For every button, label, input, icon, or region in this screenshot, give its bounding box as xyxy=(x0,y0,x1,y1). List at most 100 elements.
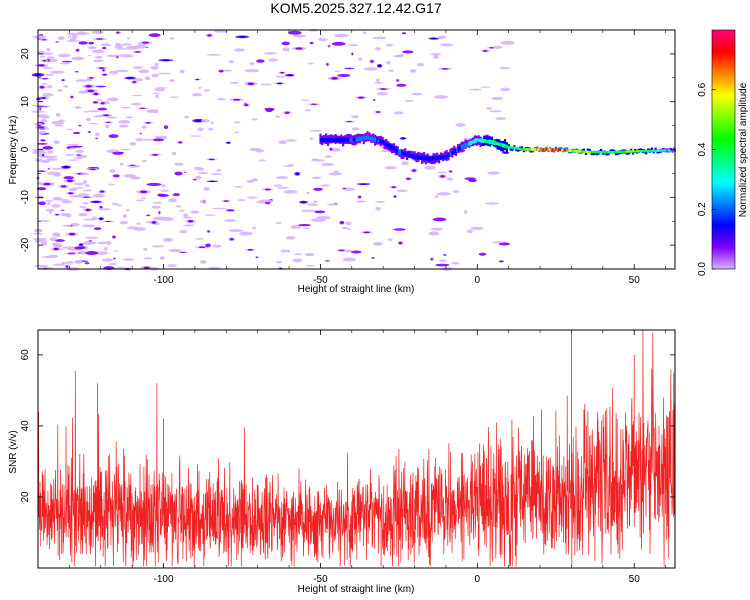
spectrogram-noise-cell xyxy=(372,241,383,246)
spectrogram-ridge-core xyxy=(542,148,545,151)
spectrogram-noise-cell xyxy=(87,110,101,113)
spectrogram-ridge-core xyxy=(611,150,614,154)
spectrogram-noise-cell xyxy=(38,131,47,134)
spectrogram-noise-cell xyxy=(126,209,130,212)
spectrogram-noise-cell xyxy=(283,165,294,167)
spectrogram-ridge-core xyxy=(493,140,496,146)
spectrogram-noise-cell xyxy=(93,227,102,231)
spectrogram-noise-cell xyxy=(73,157,83,159)
snr-x-tick-label: -100 xyxy=(154,574,174,585)
spectrogram-noise-cell xyxy=(297,224,312,227)
spectrogram-noise-cell xyxy=(151,73,160,78)
spectrogram-noise-cell xyxy=(387,238,393,242)
spectrogram-ridge-core xyxy=(499,142,502,147)
spectrogram-noise-core xyxy=(100,102,105,105)
spectrogram-noise-cell xyxy=(312,176,322,180)
spectrogram-noise-cell xyxy=(138,69,150,74)
spectrogram-noise-cell xyxy=(102,46,107,50)
spectrogram-noise-cell xyxy=(344,221,352,226)
spectrogram-noise-cell xyxy=(275,221,282,224)
spectrogram-noise-cell xyxy=(97,241,108,245)
spectrogram-noise-cell xyxy=(151,245,165,248)
spectrogram-noise-cell xyxy=(131,102,142,106)
spectrogram-ridge-core xyxy=(434,156,436,161)
spectrogram-ridge-core xyxy=(644,149,647,153)
spectrogram-ridge-core xyxy=(457,147,460,152)
spectrogram-noise-cell xyxy=(62,224,72,227)
spectrogram-noise-cell xyxy=(451,262,460,265)
spectrogram-ridge-core xyxy=(534,148,537,151)
spectrogram-noise-cell xyxy=(69,37,77,41)
spectrogram-ridge-core xyxy=(627,150,629,153)
spectrogram-ridge-core xyxy=(501,143,504,148)
spectrogram-noise-cell xyxy=(83,218,97,221)
spectrogram-noise-cell xyxy=(307,62,314,65)
spectrogram-ridge-core xyxy=(429,156,432,162)
spectrogram-noise-cell xyxy=(469,88,483,91)
spectrogram-ridge-core xyxy=(379,139,382,144)
spectrogram-noise-cell xyxy=(66,146,71,149)
spectrogram-noise-cell xyxy=(160,189,170,192)
spectrogram-noise-cell xyxy=(42,66,54,69)
spectrogram-noise-cell xyxy=(83,110,90,113)
spectrogram-ridge-core xyxy=(397,149,400,155)
spectrogram-ridge-core xyxy=(556,148,559,151)
spectrogram-noise-cell xyxy=(100,43,112,47)
spectrogram-noise-cell xyxy=(292,258,303,263)
spectrogram-ridge-core xyxy=(350,137,353,143)
spectrogram-noise-cell xyxy=(91,49,105,54)
spectrogram-noise-cell xyxy=(478,252,487,256)
spectrogram-noise-cell xyxy=(196,167,205,171)
spectrogram-noise-core xyxy=(87,89,95,93)
spectrogram-noise-core xyxy=(342,187,346,189)
spectrogram-ridge-core xyxy=(581,150,584,153)
spectrogram-noise-cell xyxy=(59,62,70,65)
snr-x-tick-label: 0 xyxy=(475,574,481,585)
spectrogram-noise-core xyxy=(65,265,69,268)
spectrogram-ridge-core xyxy=(536,148,538,151)
spectrogram-noise-cell xyxy=(51,167,67,170)
spectrogram-noise-cell xyxy=(347,44,359,47)
spectrogram-ridge-core xyxy=(346,137,349,143)
spectrogram-ridge-core xyxy=(385,142,388,147)
spectrogram-x-axis: -100 -50 0 50 xyxy=(37,30,666,286)
spectrogram-ridge-halo xyxy=(645,150,648,155)
spectrogram-noise-core xyxy=(373,99,376,101)
spectrogram-noise-core xyxy=(440,175,445,178)
spectrogram-noise-cell xyxy=(305,264,315,267)
spectrogram-noise-cell xyxy=(285,236,296,240)
spectrogram-noise-core xyxy=(351,52,354,56)
spectrogram-noise-cell xyxy=(54,124,64,127)
spectrogram-ridge-core xyxy=(506,144,509,149)
spectrogram-noise-cell xyxy=(316,216,331,220)
spectrogram-ridge-core xyxy=(415,155,418,159)
spectrogram-ridge-core xyxy=(601,151,604,154)
spectrogram-noise-core xyxy=(158,211,161,214)
spectrogram-noise-cell xyxy=(163,237,174,242)
spectrogram-noise-core xyxy=(42,154,45,157)
spectrogram-noise-cell xyxy=(44,73,55,76)
spectrogram-noise-cell xyxy=(74,246,84,250)
spectrogram-noise-cell xyxy=(76,31,87,36)
spectrogram-ridge-core xyxy=(470,140,473,145)
spectrogram-ridge-core xyxy=(597,151,600,154)
spectrogram-noise-core xyxy=(396,79,399,82)
spectrogram-ridge-core xyxy=(448,152,451,157)
spectrogram-noise-cell xyxy=(87,46,97,50)
spectrogram-noise-core xyxy=(412,169,416,172)
spectrogram-noise-cell xyxy=(41,118,47,122)
spectrogram-ridge-core xyxy=(456,147,458,153)
spectrogram-ridge-core xyxy=(625,150,628,153)
spectrogram-noise-core xyxy=(102,73,107,76)
spectrogram-noise-core xyxy=(95,137,98,139)
spectrogram-noise-cell xyxy=(71,56,85,61)
spectrogram-noise-cell xyxy=(96,98,103,101)
spectrogram-noise-core xyxy=(39,85,45,89)
spectrogram-ridge-core xyxy=(372,137,375,142)
spectrogram-noise-cell xyxy=(307,203,319,206)
spectrogram-ridge-core xyxy=(426,156,429,161)
spectrogram-ridge-core xyxy=(369,136,372,141)
spectrogram-ridge-core xyxy=(343,137,345,143)
spectrogram-ridge-core xyxy=(488,139,491,145)
spectrogram-noise-cell xyxy=(263,51,278,55)
